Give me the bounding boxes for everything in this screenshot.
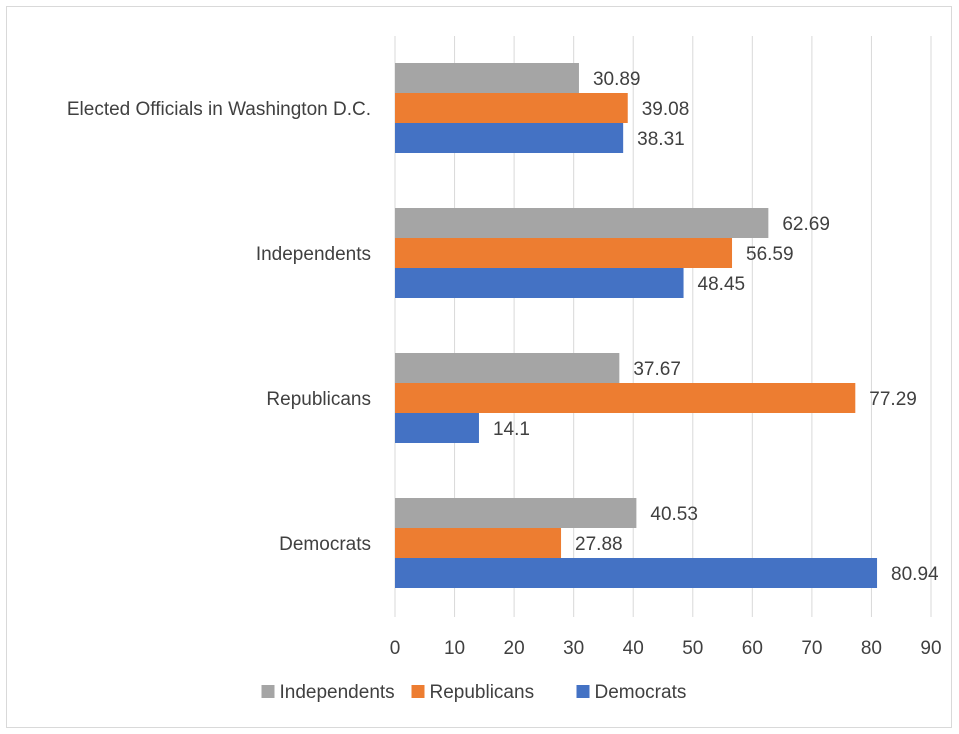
data-label: 38.31 <box>637 129 685 150</box>
data-label: 62.69 <box>782 214 830 235</box>
bar-independents-1 <box>395 208 769 238</box>
bars <box>395 63 878 588</box>
x-tick-label: 20 <box>504 638 525 659</box>
x-tick-label: 40 <box>623 638 644 659</box>
x-tick-label: 80 <box>861 638 882 659</box>
bar-republicans-0 <box>395 93 628 123</box>
bar-democrats-1 <box>395 268 684 298</box>
legend-swatch-republicans <box>411 685 425 698</box>
category-labels: Elected Officials in Washington D.C. Inde… <box>67 99 371 555</box>
x-tick-label: 10 <box>444 638 465 659</box>
data-label: 77.29 <box>869 389 917 410</box>
data-label: 30.89 <box>593 69 641 90</box>
bar-independents-0 <box>395 63 579 93</box>
x-tick-label: 90 <box>920 638 941 659</box>
bar-democrats-0 <box>395 123 624 153</box>
legend: Independents Republicans Democrats <box>261 682 687 703</box>
bar-democrats-3 <box>395 558 878 588</box>
legend-swatch-independents <box>261 685 275 698</box>
data-label: 39.08 <box>642 99 690 120</box>
bar-democrats-2 <box>395 413 479 443</box>
category-label: Republicans <box>266 389 371 410</box>
x-tick-label: 50 <box>682 638 703 659</box>
legend-label: Democrats <box>595 682 687 703</box>
bar-republicans-1 <box>395 238 733 268</box>
x-axis-tick-labels: 0 10 20 30 40 50 60 70 80 90 <box>390 638 942 659</box>
data-label: 48.45 <box>698 274 746 295</box>
category-label: Independents <box>256 244 371 265</box>
bar-independents-3 <box>395 498 637 528</box>
category-label: Democrats <box>279 534 371 555</box>
x-tick-label: 70 <box>801 638 822 659</box>
legend-swatch-democrats <box>576 685 590 698</box>
data-label: 80.94 <box>891 564 939 585</box>
x-tick-label: 30 <box>563 638 584 659</box>
x-tick-label: 0 <box>390 638 401 659</box>
data-label: 56.59 <box>746 244 794 265</box>
bar-republicans-3 <box>395 528 562 558</box>
data-label: 14.1 <box>493 419 530 440</box>
bar-republicans-2 <box>395 383 856 413</box>
category-label: Elected Officials in Washington D.C. <box>67 99 371 120</box>
legend-label: Independents <box>280 682 395 703</box>
x-tick-label: 60 <box>742 638 763 659</box>
data-label: 40.53 <box>650 504 698 525</box>
legend-label: Republicans <box>430 682 535 703</box>
data-label: 27.88 <box>575 534 623 555</box>
bar-independents-2 <box>395 353 620 383</box>
data-label: 37.67 <box>633 359 681 380</box>
